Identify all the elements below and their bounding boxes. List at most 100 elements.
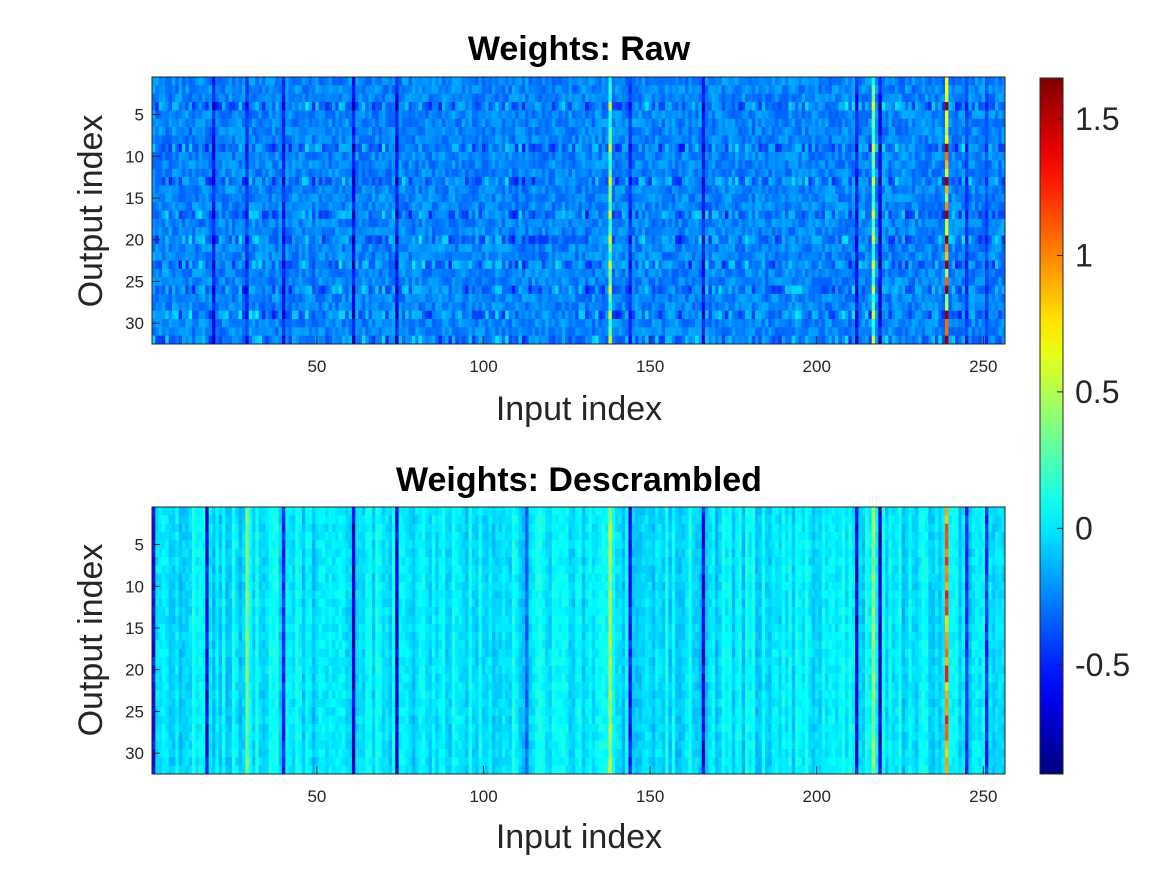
heatmap-cell <box>255 143 260 153</box>
heatmap-cell <box>745 185 749 195</box>
heatmap-cell <box>815 93 819 103</box>
heatmap-cell <box>961 127 966 136</box>
heatmap-cell <box>245 110 250 120</box>
heatmap-cell <box>968 227 973 236</box>
heatmap-cell <box>311 177 316 186</box>
heatmap-cell <box>505 185 509 195</box>
heatmap-cell <box>535 143 539 153</box>
heatmap-cell <box>891 143 896 153</box>
heatmap-cell <box>685 177 689 186</box>
heatmap-cell <box>728 202 733 211</box>
heatmap-cell <box>751 185 756 195</box>
heatmap-cell <box>448 235 453 245</box>
heatmap-cell <box>451 168 456 178</box>
heatmap-cell <box>441 160 446 170</box>
heatmap-cell <box>611 193 616 203</box>
heatmap-cell <box>828 127 833 136</box>
heatmap-cell <box>471 152 476 161</box>
heatmap-cell <box>908 210 913 220</box>
heatmap-cell <box>215 185 220 195</box>
heatmap-cell <box>345 143 349 153</box>
heatmap-cell <box>438 218 443 228</box>
heatmap-cell <box>711 227 716 236</box>
heatmap-cell <box>511 218 516 228</box>
heatmap-cell <box>588 193 593 203</box>
heatmap-cell <box>648 210 653 220</box>
heatmap-cell <box>158 152 163 161</box>
heatmap-cell <box>838 118 843 128</box>
heatmap-cell <box>928 93 933 103</box>
heatmap-cell <box>538 210 543 220</box>
heatmap-cell <box>898 135 903 145</box>
heatmap-cell <box>705 160 709 170</box>
heatmap-cell <box>255 177 260 186</box>
heatmap-cell <box>811 85 816 95</box>
heatmap-cell <box>891 102 896 111</box>
heatmap-cell <box>961 118 966 128</box>
heatmap-cell <box>461 168 466 178</box>
heatmap-cell <box>795 102 799 111</box>
heatmap-cell <box>995 160 999 170</box>
heatmap-cell <box>355 110 359 120</box>
heatmap-cell <box>858 193 863 203</box>
heatmap-cell <box>528 102 533 111</box>
heatmap-cell <box>785 143 789 153</box>
heatmap-cell <box>355 85 359 95</box>
heatmap-cell <box>701 218 706 228</box>
heatmap-cell <box>881 77 886 86</box>
heatmap-cell <box>501 85 506 95</box>
heatmap-cell <box>858 102 863 111</box>
heatmap-cell <box>845 85 849 95</box>
heatmap-cell <box>911 110 916 120</box>
heatmap-cell <box>525 152 529 161</box>
heatmap-cell <box>615 110 619 120</box>
heatmap-cell <box>415 193 419 203</box>
heatmap-cell <box>985 77 989 86</box>
heatmap-cell <box>638 77 643 86</box>
heatmap-cell <box>901 102 906 111</box>
heatmap-cell <box>675 168 679 178</box>
heatmap-cell <box>761 168 766 178</box>
heatmap-cell <box>155 77 160 86</box>
heatmap-cell <box>598 102 603 111</box>
heatmap-cell <box>678 77 683 86</box>
heatmap-cell <box>498 160 503 170</box>
heatmap-cell <box>828 152 833 161</box>
heatmap-cell <box>385 152 389 161</box>
heatmap-cell <box>901 93 906 103</box>
heatmap-cell <box>671 127 676 136</box>
heatmap-cell <box>438 235 443 245</box>
heatmap-cell <box>618 143 623 153</box>
heatmap-cell <box>795 185 799 195</box>
heatmap-cell <box>925 168 929 178</box>
heatmap-cell <box>805 177 809 186</box>
heatmap-cell <box>155 143 160 153</box>
heatmap-cell <box>301 177 306 186</box>
heatmap-cell <box>805 85 809 95</box>
heatmap-cell <box>388 210 393 220</box>
heatmap-cell <box>281 102 286 111</box>
heatmap-cell <box>171 218 176 228</box>
heatmap-cell <box>631 185 636 195</box>
heatmap-cell <box>538 185 543 195</box>
heatmap-cell <box>581 143 586 153</box>
heatmap-cell <box>941 210 946 220</box>
heatmap-cell <box>771 93 776 103</box>
heatmap-cell <box>955 77 959 86</box>
heatmap-cell <box>285 193 290 203</box>
heatmap-cell <box>965 110 969 120</box>
heatmap-cell <box>338 177 343 186</box>
heatmap-cell <box>845 152 849 161</box>
heatmap-cell <box>688 93 693 103</box>
heatmap-cell <box>568 135 573 145</box>
heatmap-cell <box>778 135 783 145</box>
heatmap-cell <box>301 235 306 245</box>
heatmap-cell <box>358 160 363 170</box>
heatmap-cell <box>471 202 476 211</box>
heatmap-cell <box>261 118 266 128</box>
heatmap-cell <box>278 102 283 111</box>
heatmap-cell <box>545 102 549 111</box>
heatmap-cell <box>191 127 196 136</box>
heatmap-cell <box>868 185 873 195</box>
heatmap-cell <box>355 177 359 186</box>
